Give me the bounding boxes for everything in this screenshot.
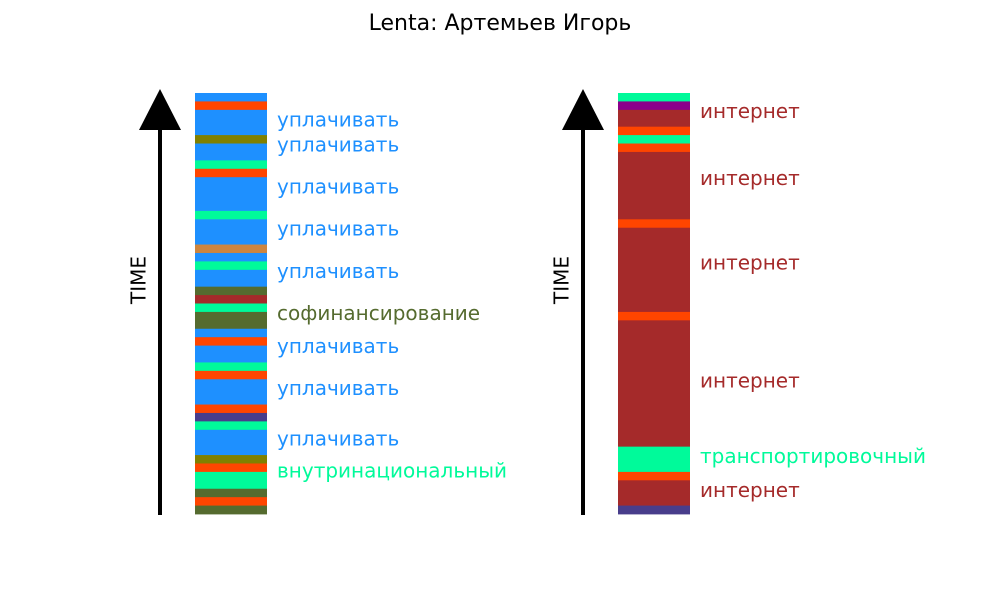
timeline-segment (195, 93, 267, 102)
timeline-label: софинансирование (277, 301, 480, 325)
timeline-label: уплачивать (277, 133, 399, 157)
timeline-segment (195, 463, 267, 473)
timeline-segment (195, 219, 267, 245)
timeline-segment (195, 143, 267, 161)
timeline-segment (195, 303, 267, 313)
timeline-segment (195, 135, 267, 144)
timeline-label: уплачивать (277, 426, 399, 450)
timeline-label: интернет (700, 166, 800, 190)
timeline-label: интернет (700, 99, 800, 123)
timeline-segment (195, 471, 267, 490)
timeline-segment (195, 379, 267, 405)
timeline-segment (195, 295, 267, 304)
timeline-label: уплачивать (277, 376, 399, 400)
time-axis-label: TIME (550, 256, 574, 305)
timeline-segment (195, 252, 267, 262)
timeline-segment (195, 488, 267, 498)
timeline-segment (195, 421, 267, 431)
timeline-label: транспортировочный (700, 444, 926, 468)
timeline-segment (195, 244, 267, 254)
timeline-segment (618, 126, 690, 136)
timeline-segment (195, 177, 267, 212)
timeline-segment (618, 227, 690, 313)
timeline-label: уплачивать (277, 217, 399, 241)
time-axis-arrowhead (139, 89, 181, 130)
timeline-segment (618, 151, 690, 220)
timeline-segment (195, 328, 267, 338)
timeline-segment (618, 471, 690, 481)
timeline-segment (195, 362, 267, 372)
timeline-label: интернет (700, 250, 800, 274)
timeline-segment (195, 337, 267, 346)
timeline-segment (195, 505, 267, 515)
timeline-segment (618, 93, 690, 102)
timeline-segment (195, 404, 267, 414)
timeline-label: уплачивать (277, 175, 399, 199)
timeline-segment (618, 320, 690, 448)
time-axis-arrowhead (562, 89, 604, 130)
timeline-segment (618, 219, 690, 229)
timeline-segment (195, 101, 267, 111)
timeline-label: уплачивать (277, 107, 399, 131)
time-axis-label: TIME (127, 256, 151, 305)
timeline-segment (195, 160, 267, 170)
timeline-label: уплачивать (277, 334, 399, 358)
timeline-segment (195, 168, 267, 178)
timeline-segment (618, 101, 690, 111)
timeline-segment (195, 286, 267, 296)
timeline-segment (618, 135, 690, 144)
timeline-label: внутринациональный (277, 458, 507, 482)
timeline-segment (195, 429, 267, 456)
timeline-label: интернет (700, 478, 800, 502)
timeline-segment (195, 210, 267, 220)
timeline-segment (618, 109, 690, 128)
timeline-segment (618, 480, 690, 506)
timeline-segment (195, 109, 267, 136)
timeline-panel-1: TIMEуплачиватьуплачиватьуплачиватьуплачи… (127, 89, 507, 515)
timeline-segment (195, 261, 267, 271)
timeline-segment (195, 345, 267, 363)
timeline-segment (618, 311, 690, 321)
timeline-segment (195, 455, 267, 464)
chart-title: Lenta: Артемьев Игорь (369, 11, 632, 36)
timeline-segment (195, 311, 267, 330)
timeline-segment (195, 370, 267, 380)
timeline-segment (195, 412, 267, 422)
timeline-segment (195, 497, 267, 506)
timeline-label: уплачивать (277, 259, 399, 283)
timeline-label: интернет (700, 368, 800, 392)
timeline-segment (618, 446, 690, 473)
timeline-segment (618, 505, 690, 515)
panels: TIMEуплачиватьуплачиватьуплачиватьуплачи… (127, 89, 926, 515)
timeline-panel-2: TIME интернет интернет интернет интернет тран… (550, 89, 926, 515)
timeline-segment (195, 269, 267, 288)
timeline-segment (618, 143, 690, 153)
